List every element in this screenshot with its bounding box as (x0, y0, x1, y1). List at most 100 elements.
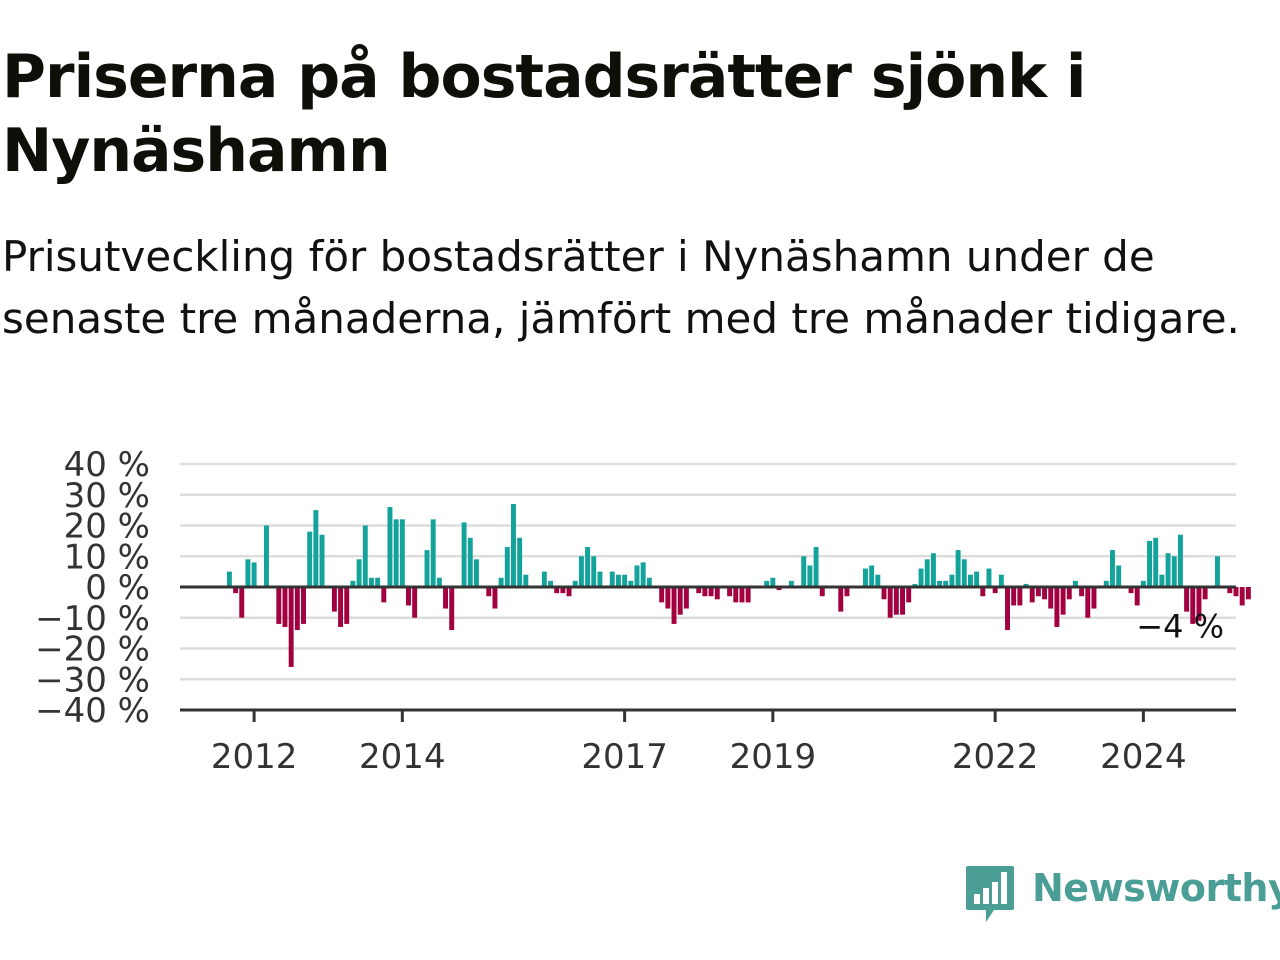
bar (541, 571, 547, 588)
bar (560, 587, 566, 594)
bar (517, 537, 523, 587)
bar (974, 571, 980, 588)
bar (683, 587, 689, 609)
bar (1116, 565, 1122, 587)
bar (1110, 550, 1115, 587)
bar (788, 580, 794, 587)
bar (399, 519, 405, 587)
bar (313, 510, 319, 588)
bar (1035, 587, 1041, 597)
bar (1215, 556, 1220, 587)
bar (770, 577, 776, 587)
bar (350, 580, 356, 587)
bar (430, 519, 436, 587)
bar (998, 574, 1004, 587)
bar (739, 587, 745, 603)
y-tick-label: 0 % (85, 568, 150, 608)
bar (1233, 587, 1239, 597)
bar (924, 559, 930, 587)
annotation-label: −4 % (1136, 607, 1224, 645)
x-axis-ticks: 2012 2014 2017 2019 2022 2024 (211, 710, 1187, 777)
bar (1066, 587, 1072, 600)
y-tick-label: 40 % (64, 445, 150, 485)
y-tick-label: −30 % (35, 660, 150, 700)
bar (1147, 540, 1153, 588)
bar (307, 531, 313, 587)
bar (943, 580, 949, 587)
bar (659, 587, 665, 603)
bar (967, 574, 973, 587)
bar (578, 556, 584, 587)
bar (1011, 587, 1017, 606)
bar (319, 534, 325, 587)
bar (900, 587, 905, 615)
bar (906, 587, 912, 603)
x-tick-label: 2014 (359, 737, 446, 777)
bar (263, 525, 269, 587)
bar (930, 553, 936, 587)
bar (1190, 587, 1196, 624)
bar (276, 587, 282, 624)
bar (937, 580, 943, 587)
bar (640, 562, 646, 587)
bar (473, 559, 479, 587)
bar (412, 587, 418, 618)
bar (356, 559, 362, 587)
y-tick-label: −40 % (35, 691, 150, 731)
bar (461, 522, 467, 587)
bar (813, 547, 819, 587)
x-tick-label: 2022 (952, 737, 1039, 777)
bar (1245, 587, 1251, 600)
bar (436, 577, 442, 587)
bar (1060, 587, 1066, 615)
bar (1005, 587, 1010, 631)
bar (887, 587, 893, 618)
bar (1202, 587, 1208, 600)
bar (368, 577, 374, 587)
bar (233, 587, 239, 594)
bar (801, 556, 807, 587)
bar (733, 587, 739, 603)
bar (955, 550, 961, 587)
bar (1017, 587, 1023, 606)
bar (609, 571, 615, 588)
bar (980, 587, 986, 597)
bar (486, 587, 492, 597)
bar (362, 525, 368, 587)
bar (338, 587, 344, 627)
bar (838, 587, 844, 612)
bar (443, 587, 449, 609)
bar (288, 587, 294, 667)
bar (671, 587, 677, 624)
bar (1196, 587, 1202, 621)
bar (1091, 587, 1097, 609)
x-tick-label: 2012 (211, 737, 298, 777)
y-tick-label: 10 % (64, 537, 150, 577)
bar (986, 568, 992, 587)
bar (745, 587, 751, 603)
bar (1128, 587, 1134, 594)
bar (622, 574, 628, 587)
y-tick-label: −10 % (35, 599, 150, 639)
annotations: −4 % (1136, 607, 1224, 645)
bar (696, 587, 702, 594)
x-tick-label: 2019 (730, 737, 817, 777)
bar (912, 583, 918, 587)
bar (301, 587, 306, 624)
bar (764, 580, 770, 587)
bar (1159, 574, 1165, 587)
bar-chart: 40 %30 %20 %10 %0 %−10 %−20 %−30 %−40 % … (35, 445, 1251, 777)
bar (511, 503, 516, 587)
bar (406, 587, 411, 606)
bars (226, 503, 1251, 667)
bar (591, 556, 597, 587)
bar (1140, 580, 1146, 587)
bar (467, 537, 473, 587)
bar (992, 587, 998, 594)
bar (727, 587, 733, 597)
bar (572, 580, 578, 587)
bar (1085, 587, 1091, 618)
bar (548, 580, 553, 587)
bar (1023, 583, 1029, 587)
bar (331, 587, 337, 612)
